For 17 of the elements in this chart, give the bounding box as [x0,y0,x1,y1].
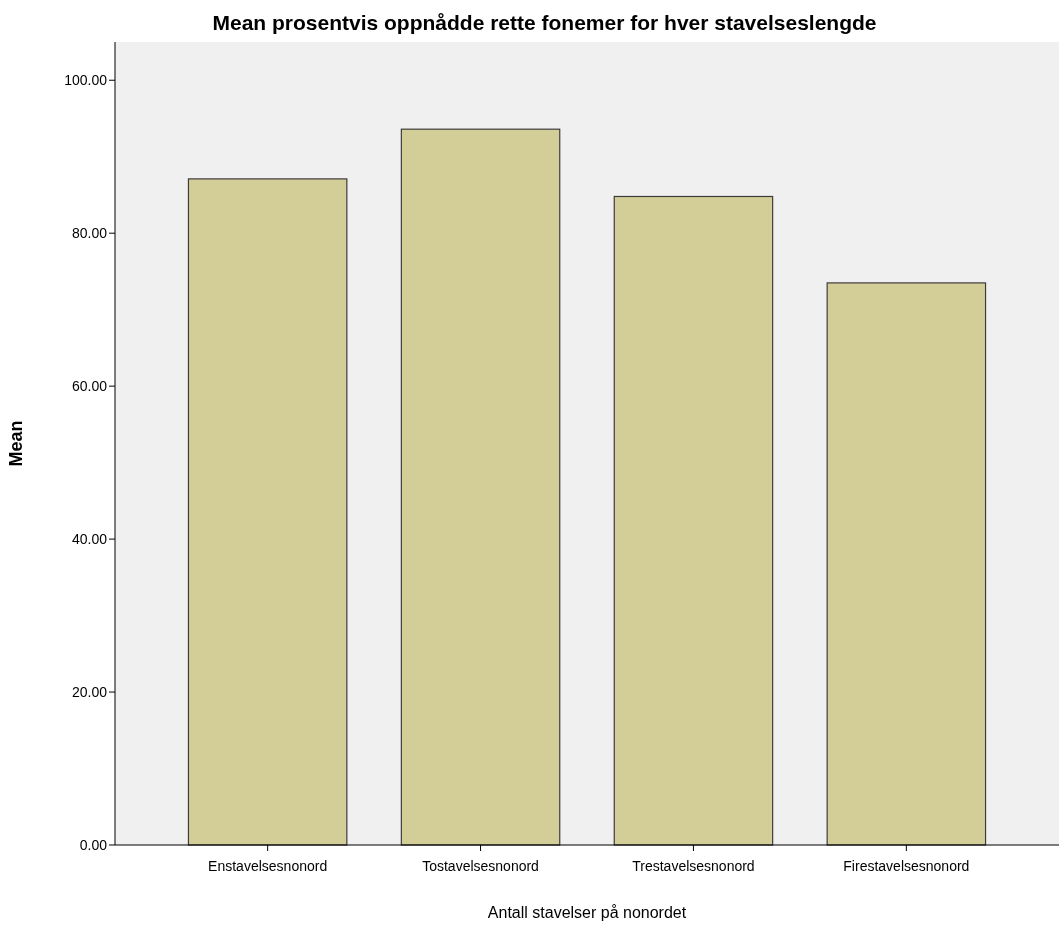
x-tick-label: Firestavelsesnonord [843,858,970,874]
y-axis-title: Mean [6,420,26,467]
x-tick-label: Trestavelsesnonord [632,858,755,874]
x-tick-label: Enstavelsesnonord [208,858,328,874]
y-tick-label: 100.00 [64,72,108,89]
y-tick-label: 40.00 [71,531,108,547]
y-tick-label: 20.00 [71,683,108,700]
x-tick-label: Tostavelsesnonord [422,858,539,874]
chart-title: Mean prosentvis oppnådde rette fonemer for hver stavelseslengde [212,11,877,34]
bar [187,178,348,846]
bar [400,128,561,846]
y-tick-label: 80.00 [71,225,108,242]
bar [826,282,987,846]
y-tick-label: 0.00 [79,836,108,853]
y-tick-label: 60.00 [71,378,108,395]
bar [613,195,774,846]
x-axis-title: Antall stavelser på nonordet [487,904,687,921]
